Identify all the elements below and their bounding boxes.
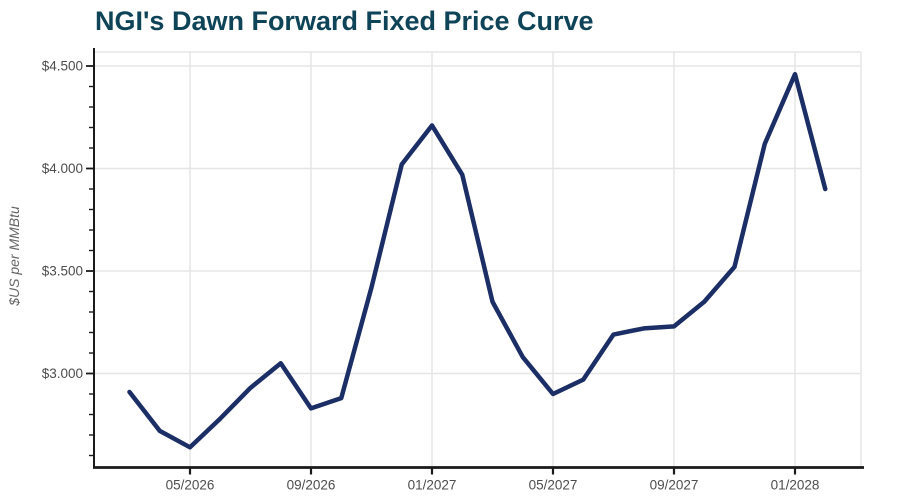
x-axis-tick-label: 09/2027 <box>650 478 699 493</box>
x-axis-tick-label: 09/2026 <box>287 478 336 493</box>
y-axis-tick-label: $4.000 <box>42 161 83 176</box>
y-axis-tick-label: $3.500 <box>42 264 83 279</box>
price-curve-line <box>127 71 828 450</box>
x-axis-tick-label: 01/2027 <box>408 478 457 493</box>
x-axis-tick-label: 05/2027 <box>529 478 578 493</box>
y-axis-tick-label: $3.000 <box>42 366 83 381</box>
x-axis-tick-label: 05/2026 <box>166 478 215 493</box>
y-axis-title: $US per MMBtu <box>6 206 22 306</box>
x-axis-tick-label: 01/2028 <box>771 478 820 493</box>
y-axis-tick-label: $4.500 <box>42 59 83 74</box>
chart-title: NGI's Dawn Forward Fixed Price Curve <box>95 6 594 36</box>
